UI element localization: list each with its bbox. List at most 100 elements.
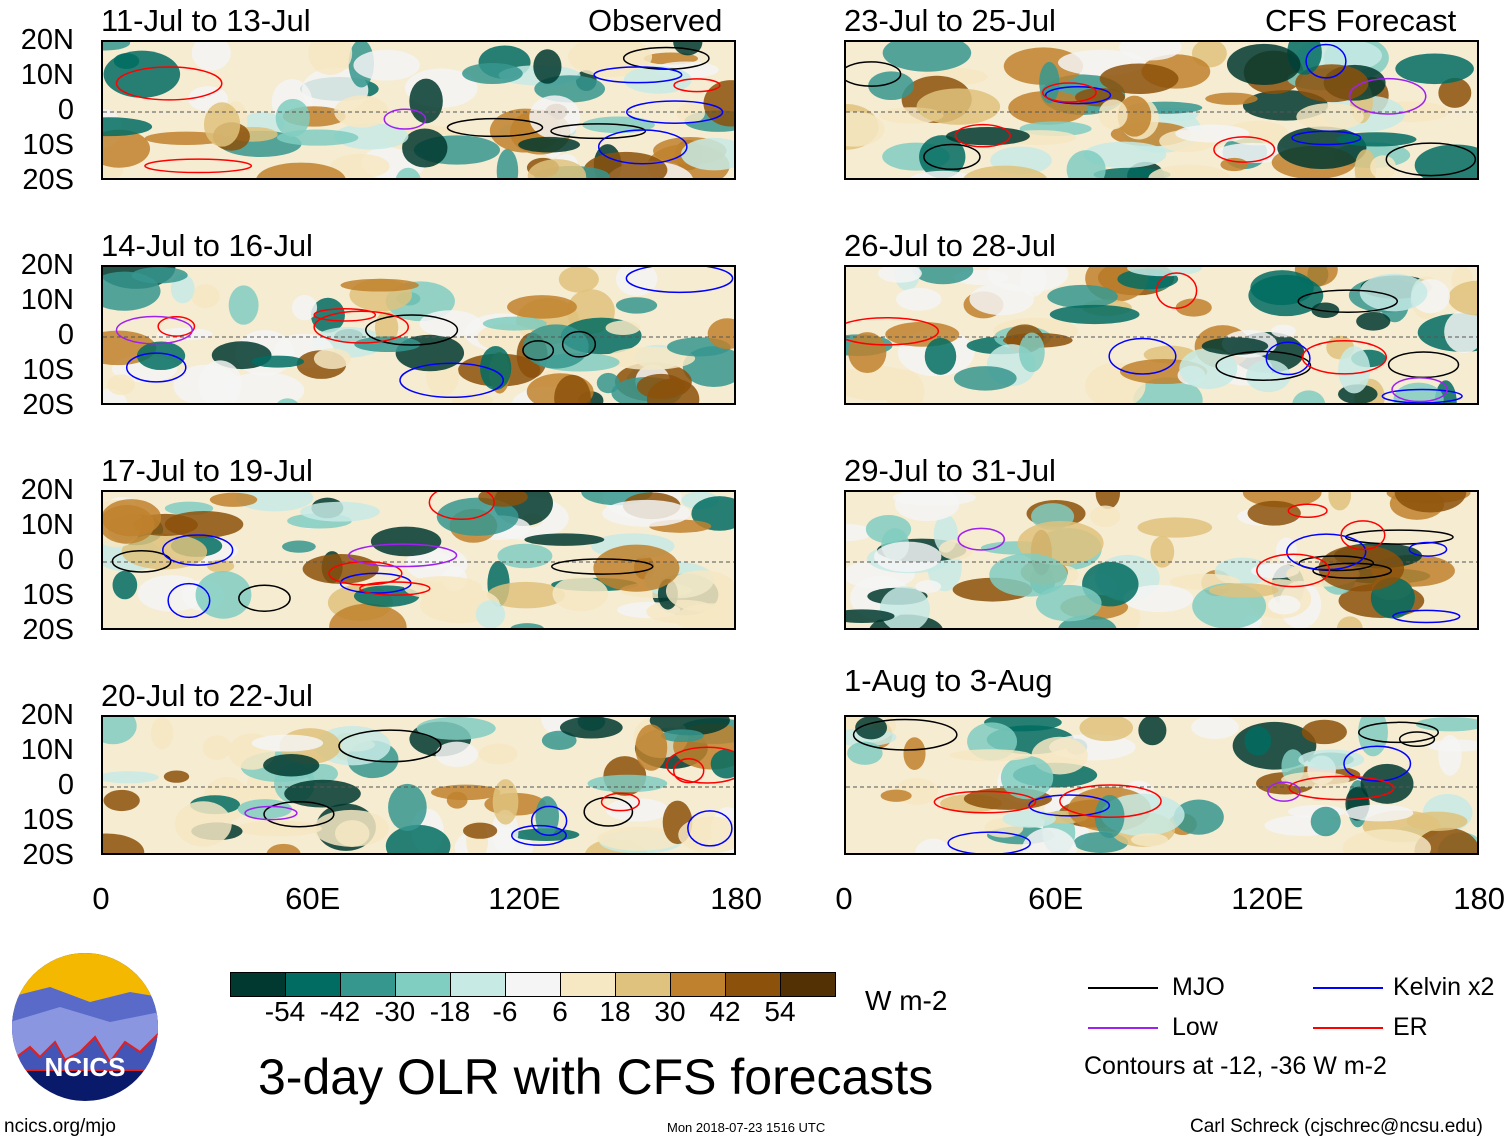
olr-blob <box>329 603 407 628</box>
footer-credit: Carl Schreck (cjschrec@ncsu.edu) <box>1190 1116 1483 1137</box>
olr-blob <box>103 789 140 812</box>
olr-blob <box>636 373 686 399</box>
olr-blob <box>847 741 883 765</box>
olr-anomaly-field <box>846 717 1477 853</box>
olr-blob <box>949 749 1032 762</box>
legend-mjo: MJO <box>1172 973 1225 1001</box>
olr-blob <box>1021 827 1077 853</box>
olr-blob <box>587 774 668 793</box>
olr-blob <box>1247 500 1301 526</box>
olr-blob <box>868 71 915 101</box>
olr-blob <box>435 741 479 767</box>
lon-tick: 120E <box>1231 881 1304 916</box>
olr-blob <box>915 838 952 853</box>
colorbar-label: 18 <box>599 996 631 1027</box>
wave-contour <box>1041 82 1097 103</box>
wave-contour <box>846 316 940 346</box>
legend-line-low <box>1088 1027 1158 1029</box>
colorbar-swatch <box>231 973 286 996</box>
wave-contour <box>1267 781 1301 802</box>
olr-blob <box>615 297 658 314</box>
colorbar-swatch <box>286 973 341 996</box>
lon-tick: 180 <box>1453 881 1505 916</box>
olr-blob <box>1220 157 1249 172</box>
olr-blob <box>903 737 926 770</box>
lat-tick: 20N <box>20 24 74 56</box>
contour-note: Contours at -12, -36 W m-2 <box>1084 1052 1387 1080</box>
olr-blob <box>275 98 310 137</box>
olr-blob <box>354 336 421 353</box>
lat-tick: 10N <box>20 509 74 541</box>
lat-tick: 20S <box>22 164 74 196</box>
wave-contour <box>1305 43 1347 79</box>
wave-contour <box>846 61 902 87</box>
wave-contour <box>1398 731 1436 748</box>
olr-blob <box>924 337 957 375</box>
wave-contour <box>428 492 495 521</box>
wave-contour <box>511 824 567 846</box>
wave-contour <box>593 66 683 84</box>
olr-anomaly-field <box>846 492 1477 628</box>
olr-blob <box>541 730 577 751</box>
wave-contour <box>125 352 187 383</box>
wave-contour <box>1298 555 1375 572</box>
legend-er: ER <box>1393 1013 1428 1041</box>
olr-blob <box>602 499 691 527</box>
lat-tick: 20S <box>22 839 74 871</box>
olr-blob <box>1191 717 1239 740</box>
olr-blob <box>334 820 370 847</box>
olr-map-panel <box>844 265 1479 405</box>
lat-tick: 10S <box>22 579 74 611</box>
olr-blob <box>676 103 705 124</box>
panel-title: 23-Jul to 25-Jul <box>844 3 1056 38</box>
colorbar-label: -54 <box>264 996 306 1027</box>
wave-contour <box>665 746 734 784</box>
wave-contour <box>852 718 958 751</box>
olr-blob <box>174 801 232 847</box>
olr-blob <box>131 267 188 284</box>
wave-contour <box>1343 745 1412 782</box>
olr-blob <box>308 42 353 75</box>
olr-blob <box>191 42 231 71</box>
wave-contour <box>1344 529 1454 545</box>
olr-blob <box>1359 273 1428 312</box>
olr-blob <box>103 42 131 51</box>
wave-contour <box>550 123 647 140</box>
olr-blob <box>1438 77 1472 108</box>
olr-blob <box>912 267 974 285</box>
olr-map-panel <box>844 715 1479 855</box>
wave-contour <box>673 78 721 93</box>
lat-tick: 20N <box>20 249 74 281</box>
legend-kelvin: Kelvin x2 <box>1393 973 1495 1001</box>
wave-contour <box>359 581 431 596</box>
wave-contour <box>244 805 298 821</box>
lat-tick: 0 <box>57 319 74 351</box>
colorbar-swatch <box>561 973 616 996</box>
olr-blob <box>313 348 351 370</box>
olr-blob <box>597 826 682 851</box>
wave-contour <box>530 805 568 836</box>
olr-blob <box>228 285 259 325</box>
olr-blob <box>1017 521 1104 566</box>
wave-contour <box>672 758 705 784</box>
olr-blob <box>510 623 544 628</box>
olr-blob <box>430 784 501 801</box>
olr-blob <box>661 729 704 743</box>
olr-blob <box>395 167 421 178</box>
panel-title: 26-Jul to 28-Jul <box>844 228 1056 263</box>
olr-blob <box>916 88 1001 125</box>
wave-contour <box>1392 609 1461 624</box>
wave-contour <box>1155 272 1198 309</box>
olr-blob <box>665 570 734 612</box>
footer-url[interactable]: ncics.org/mjo <box>4 1116 116 1137</box>
olr-anomaly-field <box>103 42 734 178</box>
colorbar-swatch <box>341 973 396 996</box>
olr-blob <box>340 278 419 292</box>
olr-blob <box>882 42 972 72</box>
olr-blob <box>963 165 1047 178</box>
wave-contour <box>348 543 458 568</box>
olr-blob <box>103 50 181 98</box>
olr-blob <box>402 128 448 168</box>
olr-map-panel <box>101 715 736 855</box>
olr-blob <box>1438 735 1462 776</box>
